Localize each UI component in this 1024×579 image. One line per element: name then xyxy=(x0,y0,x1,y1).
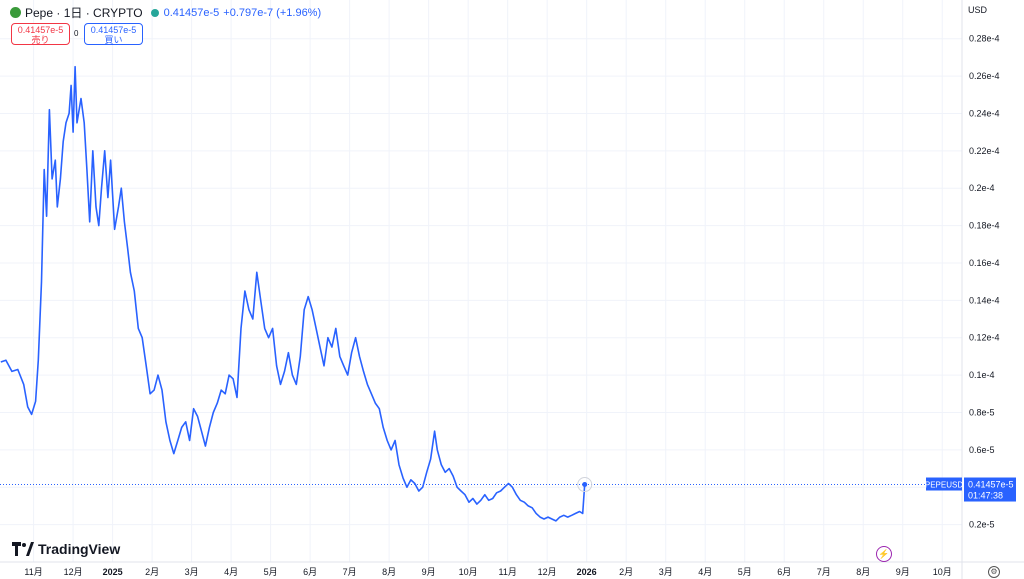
lightning-icon[interactable]: ⚡ xyxy=(876,546,892,562)
header-change: +0.797e-7 (+1.96%) xyxy=(223,6,322,19)
y-tick-label: 0.24e-4 xyxy=(969,108,1000,118)
buy-price: 0.41457e-5 xyxy=(90,25,137,35)
chart-header: Pepe · 1日 · CRYPTO 0.41457e-5 +0.797e-7 … xyxy=(10,4,321,21)
currency-selector[interactable]: USD xyxy=(968,5,988,15)
x-tick-label: 8月 xyxy=(856,567,870,577)
y-tick-label: 0.6e-5 xyxy=(969,445,995,455)
x-tick-label: 3月 xyxy=(659,567,673,577)
x-tick-label: 9月 xyxy=(896,567,910,577)
pepe-coin-icon xyxy=(10,7,21,18)
ticker-label-bg xyxy=(926,477,962,491)
x-tick-label: 6月 xyxy=(303,567,317,577)
countdown-label: 01:47:38 xyxy=(968,491,1003,501)
sell-label: 売り xyxy=(31,35,50,45)
x-tick-label: 6月 xyxy=(777,567,791,577)
x-tick-label: 2026 xyxy=(577,567,597,577)
x-tick-label: 11月 xyxy=(498,567,516,577)
y-tick-label: 0.12e-4 xyxy=(969,333,1000,343)
tradingview-logo-text: TradingView xyxy=(38,541,121,557)
x-tick-label: 10月 xyxy=(459,567,478,577)
x-tick-label: 4月 xyxy=(698,567,712,577)
x-tick-label: 8月 xyxy=(382,567,396,577)
y-tick-label: 0.14e-4 xyxy=(969,295,1000,305)
x-tick-label: 2月 xyxy=(619,567,633,577)
settings-gear-icon[interactable]: ⚙ xyxy=(988,566,1000,578)
y-tick-label: 0.1e-4 xyxy=(969,370,995,380)
y-tick-label: 0.26e-4 xyxy=(969,71,1000,81)
x-tick-label: 5月 xyxy=(738,567,752,577)
symbol-title[interactable]: Pepe · 1日 · CRYPTO xyxy=(25,6,143,20)
last-point-halo xyxy=(577,477,593,493)
x-tick-label: 11月 xyxy=(24,567,42,577)
x-tick-label: 5月 xyxy=(264,567,278,577)
tradingview-logo-icon xyxy=(12,542,34,556)
market-status-icon xyxy=(150,8,159,17)
x-tick-label: 7月 xyxy=(817,567,831,577)
sell-button[interactable]: 0.41457e-5 売り xyxy=(11,23,70,45)
spread-value: 0 xyxy=(74,29,79,38)
y-tick-label: 0.22e-4 xyxy=(969,146,1000,156)
x-tick-label: 4月 xyxy=(224,567,238,577)
last-point-marker xyxy=(582,482,588,488)
x-tick-label: 2025 xyxy=(103,567,123,577)
y-tick-label: 0.18e-4 xyxy=(969,221,1000,231)
x-tick-label: 2月 xyxy=(145,567,159,577)
y-tick-label: 0.16e-4 xyxy=(969,258,1000,268)
x-tick-label: 12月 xyxy=(538,567,557,577)
y-tick-label: 0.2e-4 xyxy=(969,183,995,193)
y-tick-label: 0.28e-4 xyxy=(969,34,1000,44)
y-tick-label: 0.2e-5 xyxy=(969,520,995,530)
x-tick-label: 12月 xyxy=(64,567,83,577)
buy-button[interactable]: 0.41457e-5 買い xyxy=(84,23,143,45)
header-price: 0.41457e-5 xyxy=(163,6,220,19)
price-series-line[interactable] xyxy=(0,65,586,522)
buy-label: 買い xyxy=(104,35,123,45)
price-label-bg xyxy=(964,477,1016,502)
x-tick-label: 9月 xyxy=(422,567,436,577)
y-tick-label: 0.8e-5 xyxy=(969,407,995,417)
x-tick-label: 7月 xyxy=(343,567,357,577)
x-tick-label: 10月 xyxy=(933,567,952,577)
price-label: 0.41457e-5 xyxy=(968,480,1014,490)
x-tick-label: 3月 xyxy=(185,567,199,577)
tradingview-logo[interactable]: TradingView xyxy=(12,541,120,557)
ticker-label: PEPEUSD xyxy=(925,481,963,490)
sell-price: 0.41457e-5 xyxy=(17,25,64,35)
